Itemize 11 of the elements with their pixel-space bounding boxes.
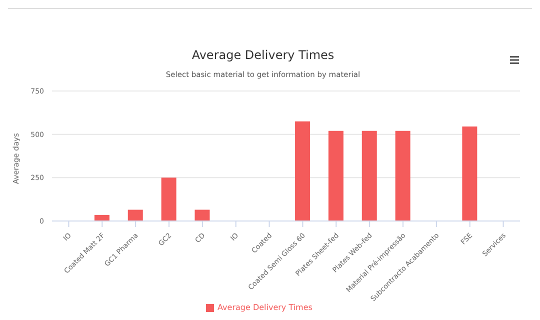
bar xyxy=(128,210,143,221)
bar xyxy=(395,130,410,221)
legend-label: Average Delivery Times xyxy=(218,303,312,312)
chart-title: Average Delivery Times xyxy=(190,48,336,62)
bar xyxy=(362,130,377,221)
bar xyxy=(94,214,110,221)
bar xyxy=(295,121,310,221)
bar xyxy=(161,178,176,221)
bar xyxy=(194,210,210,221)
bar xyxy=(462,126,478,221)
bar xyxy=(328,130,344,221)
